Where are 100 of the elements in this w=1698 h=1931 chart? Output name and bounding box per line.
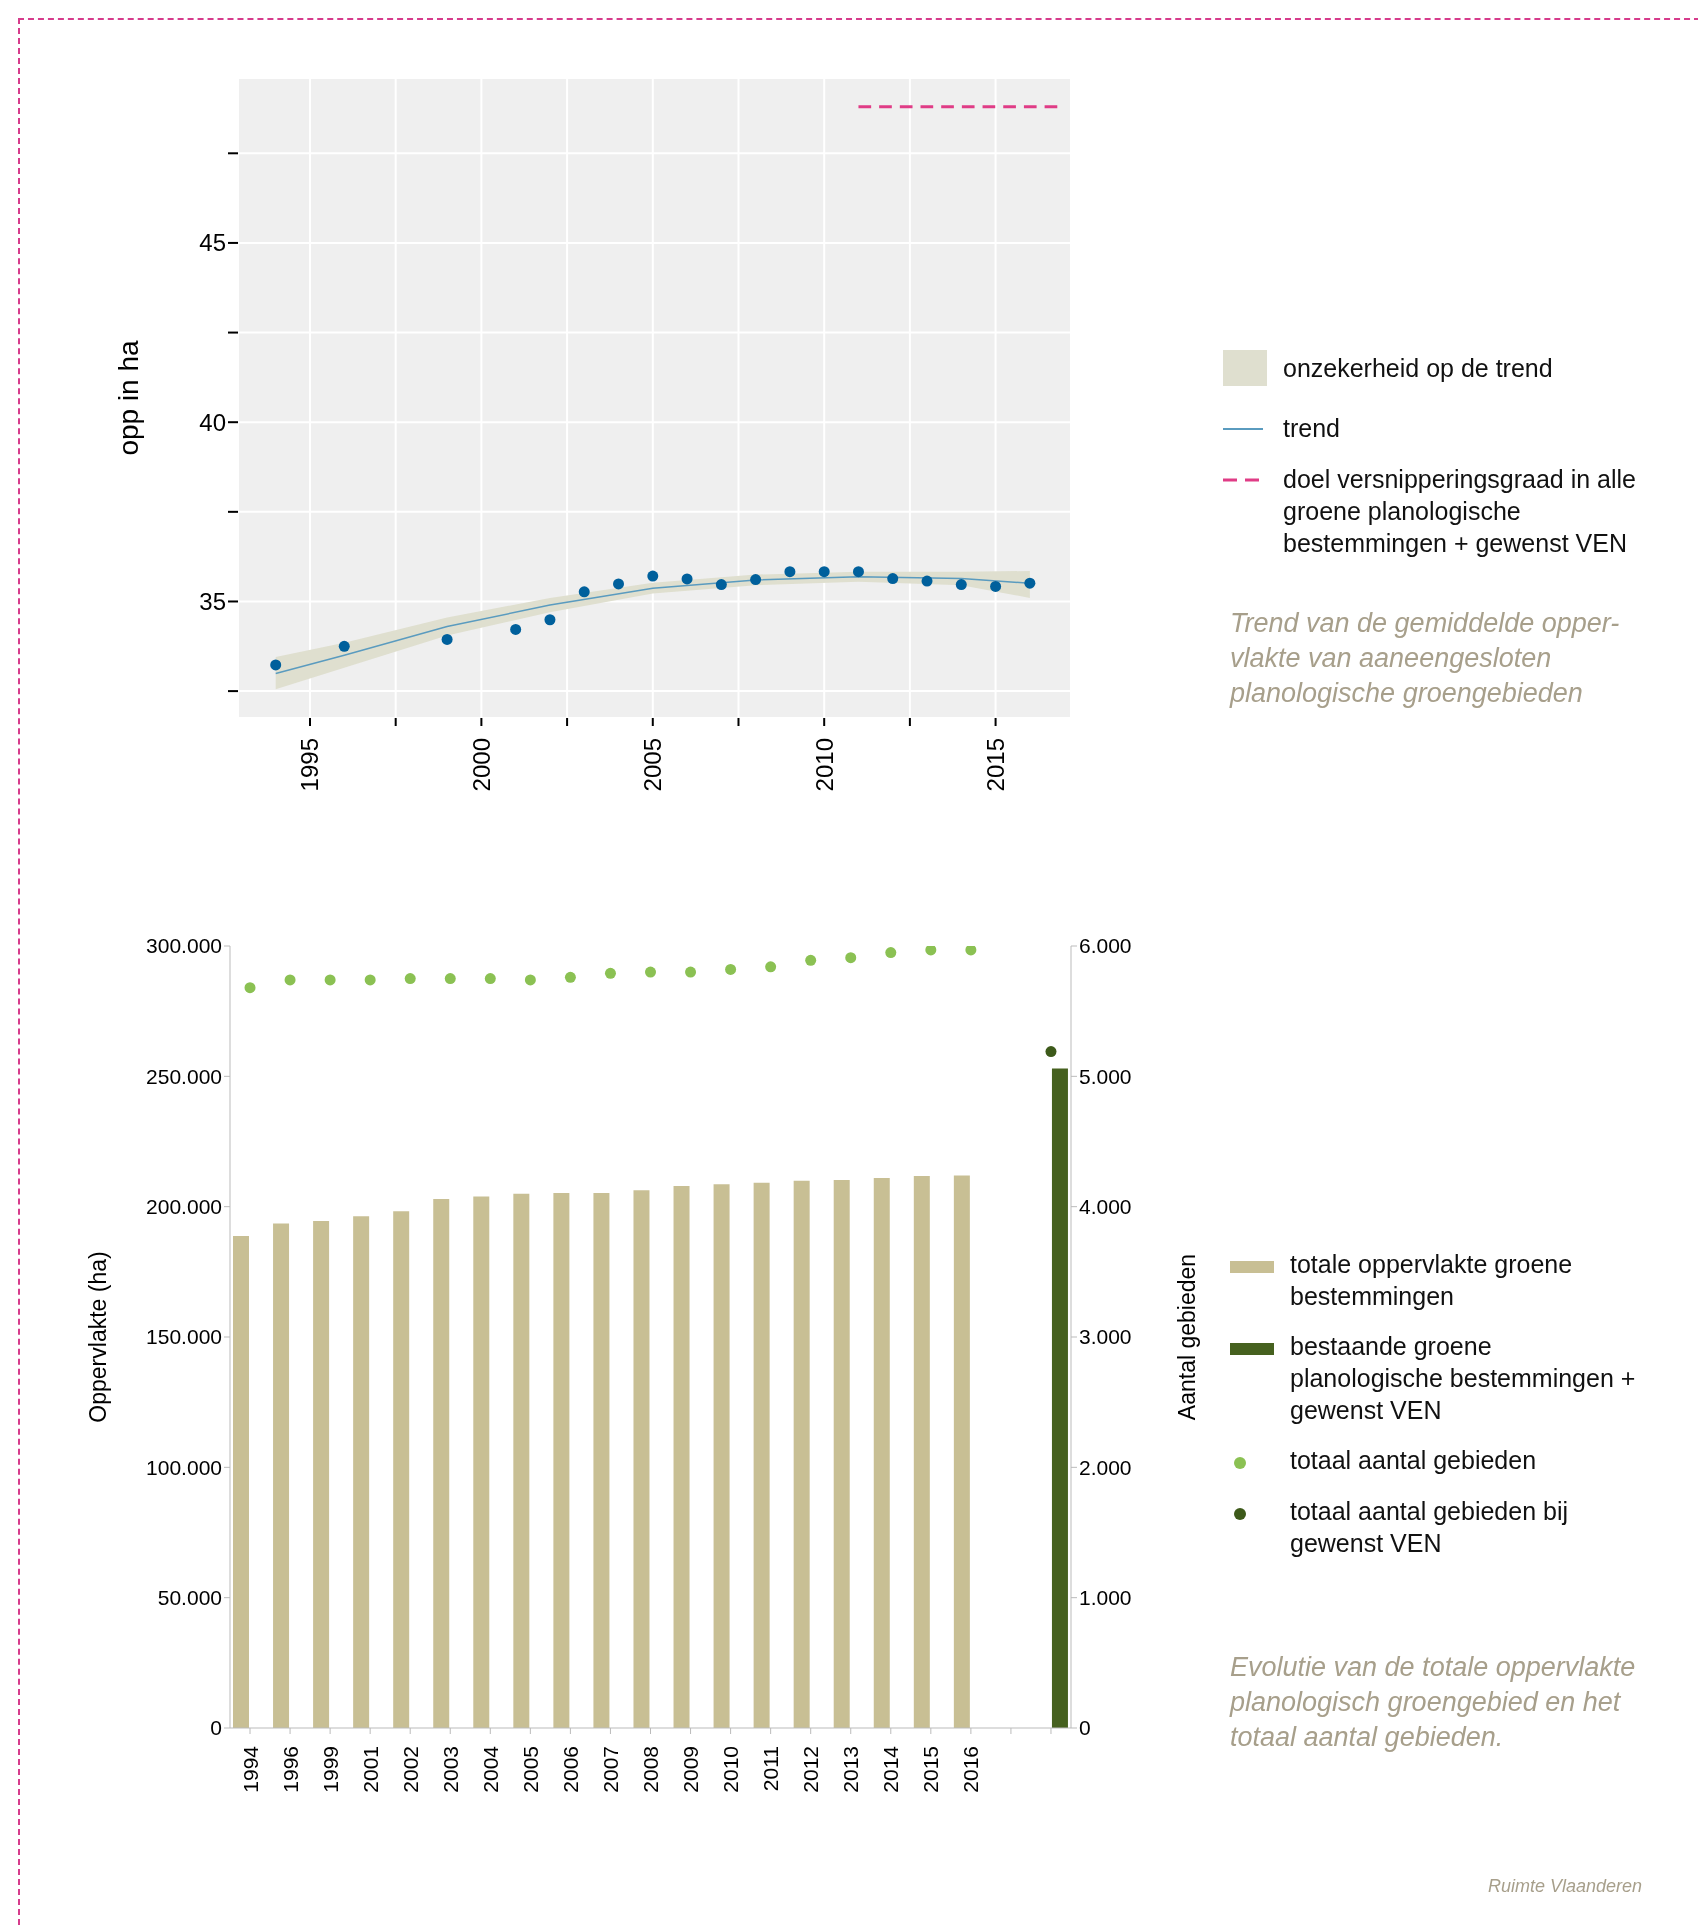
bar [953, 1175, 970, 1728]
point [270, 659, 282, 671]
point [604, 967, 616, 979]
x-tick-label: 1994 [238, 1745, 262, 1793]
y-tick-label: 300.000 [146, 934, 222, 958]
y-tick-label: 150.000 [146, 1325, 222, 1349]
y-tick-label: 45 [199, 229, 226, 257]
point [404, 973, 416, 985]
legend-label: bestaande groene planologische bestemmingen + gewenst VEN [1290, 1331, 1637, 1426]
legend-label: trend [1283, 413, 1340, 444]
y-tick-label: 200.000 [146, 1195, 222, 1219]
text: Ruimte Vlaanderen [1488, 1876, 1643, 1897]
x-tick-label: 2015 [982, 738, 1010, 792]
x-tick-label: 2013 [839, 1746, 863, 1793]
point [444, 973, 456, 985]
legend-label: totaal aantal gebieden [1290, 1445, 1537, 1476]
point [338, 640, 350, 652]
y-tick-label: 50.000 [157, 1586, 222, 1610]
x-tick-label: 2010 [719, 1746, 743, 1793]
point [564, 971, 576, 983]
x-tick-label: 2011 [759, 1746, 783, 1792]
point [715, 579, 727, 591]
point [965, 946, 977, 956]
x-tick-label: 2016 [959, 1746, 983, 1793]
point [805, 954, 817, 966]
y-tick-label: 40 [199, 408, 226, 436]
x-tick-label: 2002 [398, 1746, 422, 1793]
point [324, 974, 336, 986]
text: Trend van de gemiddelde opper-vlakte van aaneengesloten planologische groengebieden [1230, 607, 1621, 710]
bar [473, 1196, 490, 1728]
point [765, 961, 777, 973]
x-tick-label: 2012 [799, 1746, 823, 1793]
point [1024, 577, 1036, 589]
bar [753, 1182, 770, 1728]
point [685, 966, 697, 978]
point [887, 573, 899, 585]
point [750, 574, 762, 586]
bar [393, 1211, 410, 1728]
bar [233, 1236, 249, 1728]
point [647, 570, 659, 582]
point [524, 974, 536, 986]
point [885, 947, 897, 959]
bar [793, 1180, 810, 1728]
y2-tick-label: 0 [1079, 1716, 1091, 1740]
x-tick-label: 2010 [810, 738, 838, 792]
text: onzekerheid op de trend [1283, 353, 1553, 384]
point [784, 566, 796, 578]
x-tick-label: 2006 [558, 1746, 582, 1793]
point [921, 575, 933, 587]
y-axis-title: opp in ha [112, 339, 144, 456]
point [244, 982, 256, 994]
y-tick-label: 35 [199, 587, 226, 615]
x-tick-label: 2015 [919, 1746, 943, 1793]
bar [633, 1190, 650, 1728]
point [544, 614, 556, 626]
point [441, 633, 453, 645]
x-tick-label: 2007 [598, 1746, 622, 1793]
bar [913, 1175, 930, 1728]
point [681, 573, 693, 585]
bar [713, 1184, 730, 1728]
x-tick-label: 1995 [296, 738, 324, 792]
y-tick-label: 0 [210, 1716, 222, 1740]
point [578, 586, 590, 598]
y2-tick-label: 6.000 [1079, 934, 1132, 958]
bar [873, 1177, 890, 1728]
x-tick-label: 2005 [518, 1746, 542, 1793]
y2-axis-title: Aantal gebieden [1174, 1253, 1201, 1421]
bar [593, 1193, 610, 1728]
x-tick-label: 2000 [467, 738, 495, 792]
text: Evolutie van de totale oppervlakte planologisch groengebied en het totaal aantal gebieden. [1230, 1651, 1637, 1754]
x-tick-label: 2001 [358, 1746, 382, 1793]
x-tick-label: 1996 [278, 1746, 302, 1793]
y2-tick-label: 1.000 [1079, 1586, 1132, 1610]
point [852, 566, 864, 578]
legend-label: totale oppervlakte groene bestemmingen [1290, 1249, 1574, 1312]
point [725, 963, 737, 975]
y-tick-label: 250.000 [146, 1064, 222, 1088]
bar [833, 1180, 850, 1728]
point [510, 623, 522, 635]
bar [513, 1193, 530, 1728]
x-tick-label: 1999 [318, 1746, 342, 1793]
point [284, 974, 296, 986]
point [955, 579, 967, 591]
bar [273, 1223, 290, 1728]
legend-label: doel versnipperingsgraad in alle groene planologische bestemmingen + gewenst VEN [1283, 464, 1637, 559]
y2-tick-label: 4.000 [1079, 1195, 1132, 1219]
bar [553, 1193, 570, 1728]
y-tick-label: 100.000 [146, 1455, 222, 1479]
bar [313, 1221, 330, 1728]
bar [1051, 1068, 1068, 1728]
point [925, 946, 937, 956]
y2-tick-label: 3.000 [1079, 1325, 1132, 1349]
point [818, 566, 830, 578]
y-axis-title: Oppervlakte (ha) [85, 1251, 112, 1423]
legend-label: totaal aantal gebieden bij gewenst VEN [1290, 1496, 1569, 1559]
point [364, 974, 376, 986]
y2-tick-label: 2.000 [1079, 1455, 1132, 1479]
bar [433, 1199, 450, 1728]
x-tick-label: 2009 [679, 1746, 703, 1793]
point [990, 580, 1002, 592]
